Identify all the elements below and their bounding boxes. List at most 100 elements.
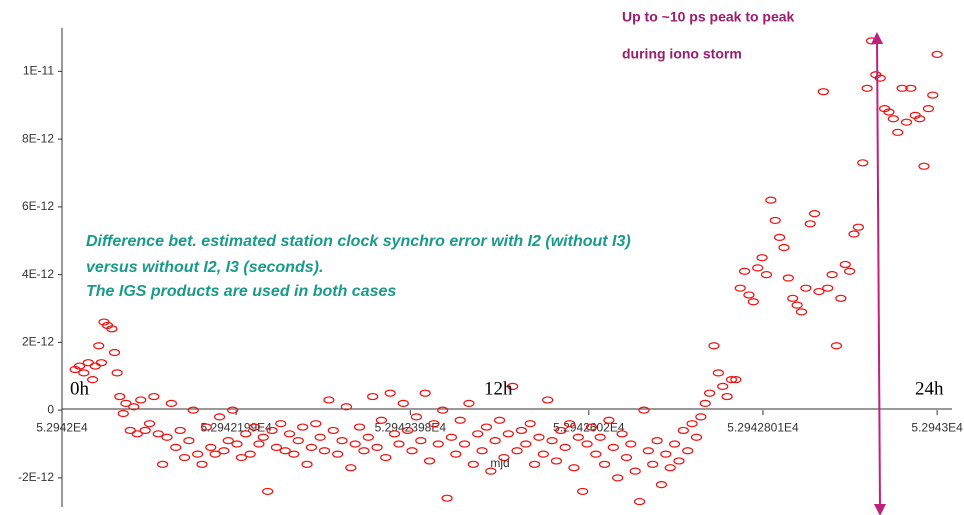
point [918,162,930,170]
y-tick-label: 6E-12 [22,199,54,213]
point [432,440,444,448]
point [467,460,479,468]
point [673,457,685,465]
point [817,88,829,96]
y-tick-label: -2E-12 [18,470,54,484]
point [463,399,475,407]
point [257,433,269,441]
point [642,447,654,455]
point [603,416,615,424]
annotation: Difference bet. estimated station clock … [86,233,631,250]
point [489,437,501,445]
y-tick-label: 4E-12 [22,267,54,281]
point [844,267,856,275]
point [498,453,510,462]
point [114,392,126,401]
point [218,447,230,455]
point [380,453,392,462]
x-tick-label: 5.2942E4 [36,420,88,434]
point [734,284,746,292]
point [476,447,488,455]
point [922,105,934,113]
point [743,291,755,299]
point [747,298,759,306]
point [839,260,851,269]
point [423,457,436,465]
point [450,450,462,458]
point [725,376,738,384]
point [585,423,598,431]
point [428,420,440,428]
point [209,450,221,458]
point [787,294,799,302]
point [441,494,453,502]
point [266,426,278,435]
point [253,440,265,448]
x-tick-label: 5.2942801E4 [727,420,799,434]
point [165,399,177,407]
point [227,406,239,414]
point [738,267,751,275]
point [682,447,694,455]
point [699,399,711,407]
point [152,430,164,438]
point [511,447,523,455]
point [393,440,405,448]
point [353,423,366,431]
point [187,406,199,414]
point [559,443,571,451]
storm-arrow [871,32,886,515]
point [778,243,790,252]
point [581,440,593,448]
annotation: 12h [484,378,513,399]
point [493,416,506,424]
point [752,264,764,272]
point [124,426,136,435]
point [520,440,532,448]
point [774,233,786,241]
point [546,437,558,445]
point [248,423,261,431]
point [178,453,191,462]
annotation: 24h [915,378,944,399]
point [629,467,641,475]
point [454,416,466,424]
point [594,433,606,441]
point [712,369,724,377]
point [533,433,545,441]
point [402,426,414,435]
point [388,430,401,438]
point [174,426,186,435]
point [555,426,567,435]
x-tick-label: 5.2943E4 [911,420,963,434]
point [240,430,252,438]
point [82,359,94,367]
point [887,115,899,123]
point [668,440,681,448]
point [537,450,549,458]
point [782,274,794,282]
annotation: Up to ~10 ps peak to peak [622,9,795,25]
point [288,450,300,458]
point [279,447,291,455]
point [485,467,497,475]
point [196,460,208,468]
point [183,437,195,445]
point [914,115,926,123]
point [78,369,90,377]
point [931,50,943,59]
point [89,362,101,370]
point [283,430,296,438]
point [809,210,821,218]
point [128,403,140,411]
point [87,376,99,384]
point [235,453,248,462]
point [406,447,418,455]
y-tick-label: 8E-12 [22,131,54,145]
point [730,376,742,384]
point [620,453,633,462]
point [900,118,913,126]
point [371,443,383,451]
point [93,342,105,350]
point [708,342,720,350]
